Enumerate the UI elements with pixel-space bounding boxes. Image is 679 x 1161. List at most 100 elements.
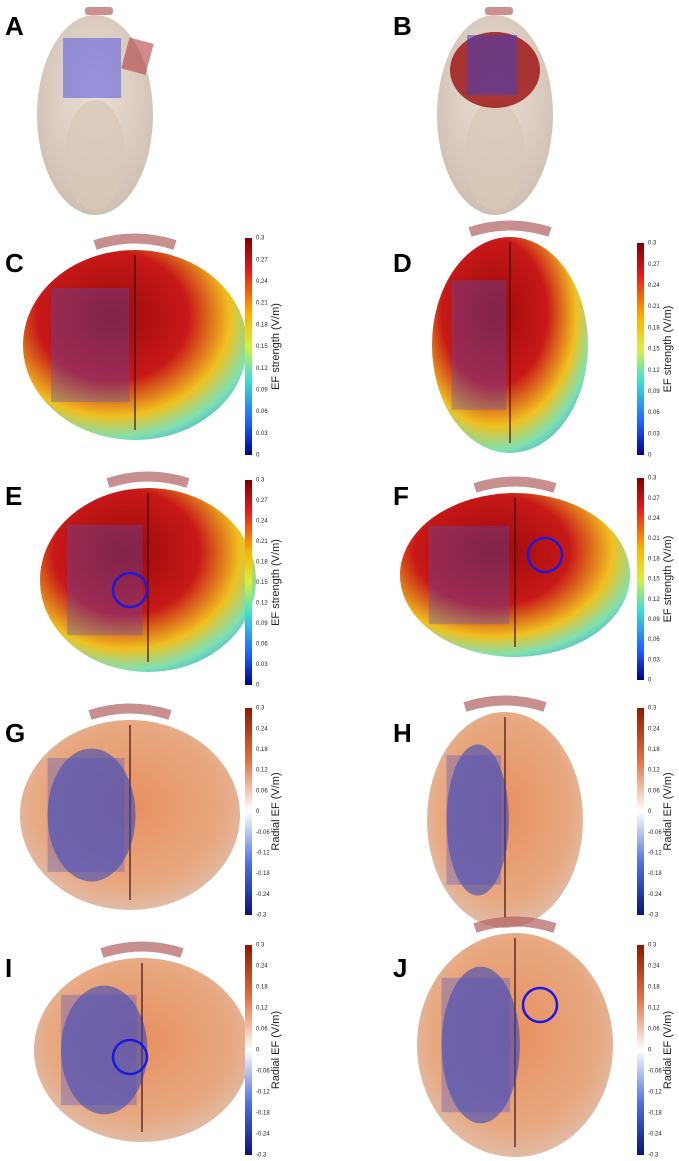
colorbar-tick-label: -0.12	[648, 1090, 662, 1096]
colorbar-tick-label: 0.15	[648, 577, 660, 583]
electrode	[473, 916, 557, 933]
colorbar-tick-label: 0.09	[648, 617, 660, 623]
colorbar-tick-label: -0.12	[256, 1090, 270, 1096]
colorbar-tick-label: 0.24	[256, 279, 268, 285]
colorbar-tick-label: 0.18	[648, 556, 660, 562]
colorbar-tick-label: 0	[256, 453, 260, 459]
colorbar-tick-label: 0.18	[256, 747, 268, 753]
colorbar-tick-label: 0.06	[648, 637, 660, 643]
colorbar-tick-label: 0.27	[648, 262, 660, 268]
colorbar-tick-label: -0.06	[256, 830, 270, 836]
colorbar-tick-label: 0.03	[256, 662, 268, 668]
colorbar-tick-label: 0.18	[256, 560, 268, 566]
target-circle	[111, 1038, 149, 1076]
colorbar	[637, 708, 644, 915]
colorbar-tick-label: 0.24	[648, 283, 660, 289]
panel-label: C	[5, 248, 24, 278]
colorbar-tick-label: -0.18	[648, 1111, 662, 1117]
colorbar-tick-label: 0.24	[256, 726, 268, 732]
colorbar-tick-label: -0.06	[648, 830, 662, 836]
panel-label: F	[393, 481, 409, 511]
target-circle	[521, 986, 559, 1024]
colorbar-tick-label: 0.03	[648, 431, 660, 437]
colorbar-tick-label: 0.12	[256, 768, 268, 774]
electrode	[485, 7, 513, 15]
colorbar-tick-label: -0.18	[256, 1111, 270, 1117]
colorbar-tick-label: -0.24	[648, 892, 662, 898]
electrode	[473, 476, 557, 493]
colorbar-label: Radial EF (V/m)	[662, 1011, 674, 1089]
colorbar-tick-label: 0.06	[648, 410, 660, 416]
electrode	[121, 37, 154, 75]
colorbar-tick-label: 0	[256, 683, 260, 689]
electrode	[106, 471, 190, 488]
colorbar-tick-label: 0.12	[256, 1006, 268, 1012]
colorbar-tick-label: 0.03	[256, 431, 268, 437]
colorbar-tick-label: 0.09	[256, 621, 268, 627]
colorbar-label: EF strength (V/m)	[270, 539, 282, 626]
colorbar-tick-label: 0.12	[648, 1006, 660, 1012]
colorbar-tick-label: 0.21	[256, 539, 268, 545]
target-circle	[526, 536, 564, 574]
negative-region	[60, 985, 148, 1115]
colorbar-tick-label: -0.24	[256, 1132, 270, 1138]
colorbar-tick-label: 0	[256, 1048, 260, 1054]
colorbar-label: EF strength (V/m)	[662, 306, 674, 393]
colorbar-label: EF strength (V/m)	[270, 303, 282, 390]
colorbar-tick-label: 0.3	[256, 943, 265, 949]
electrode	[100, 941, 184, 958]
panel-label: A	[5, 11, 24, 41]
electrode	[63, 38, 121, 98]
panel-label: I	[5, 953, 12, 983]
colorbar-tick-label: 0.3	[648, 943, 657, 949]
colorbar-label: Radial EF (V/m)	[270, 1011, 282, 1089]
colorbar-tick-label: 0.15	[648, 347, 660, 353]
colorbar	[637, 243, 644, 455]
colorbar	[245, 480, 252, 685]
colorbar	[245, 708, 252, 915]
colorbar	[245, 945, 252, 1155]
colorbar-tick-label: 0.18	[648, 325, 660, 331]
colorbar-label: Radial EF (V/m)	[270, 772, 282, 850]
colorbar-label: EF strength (V/m)	[662, 536, 674, 623]
panel-label: J	[393, 953, 407, 983]
colorbar-tick-label: -0.3	[256, 913, 267, 919]
colorbar-tick-label: -0.12	[256, 850, 270, 856]
colorbar-tick-label: 0.21	[256, 301, 268, 307]
electrode	[463, 695, 547, 712]
colorbar-tick-label: -0.06	[256, 1069, 270, 1075]
panel-label: B	[393, 11, 412, 41]
colorbar-tick-label: 0.24	[256, 519, 268, 525]
colorbar-tick-label: 0.06	[648, 788, 660, 794]
colorbar-tick-label: 0.27	[256, 498, 268, 504]
electrode	[451, 280, 507, 410]
colorbar-tick-label: 0.18	[648, 747, 660, 753]
face	[465, 100, 525, 210]
electrode	[467, 35, 517, 95]
target-circle	[111, 571, 149, 609]
colorbar-tick-label: -0.3	[648, 913, 659, 919]
colorbar-tick-label: 0.3	[648, 476, 657, 482]
colorbar-tick-label: 0.24	[256, 964, 268, 970]
colorbar-tick-label: 0	[648, 809, 652, 815]
colorbar-tick-label: 0.18	[256, 322, 268, 328]
colorbar-tick-label: 0.12	[256, 601, 268, 607]
colorbar-tick-label: 0	[256, 809, 260, 815]
colorbar-tick-label: 0.24	[648, 516, 660, 522]
colorbar-tick-label: 0.09	[648, 389, 660, 395]
colorbar-tick-label: 0	[648, 453, 652, 459]
negative-region	[446, 744, 509, 896]
colorbar-tick-label: -0.12	[648, 850, 662, 856]
colorbar-tick-label: 0.12	[648, 597, 660, 603]
electrode	[85, 7, 113, 15]
colorbar-tick-label: 0.15	[256, 580, 268, 586]
colorbar-tick-label: 0.18	[648, 985, 660, 991]
electrode	[61, 994, 137, 1106]
colorbar-tick-label: 0.03	[648, 657, 660, 663]
colorbar-tick-label: 0.3	[256, 706, 265, 712]
colorbar-tick-label: 0.15	[256, 344, 268, 350]
colorbar-tick-label: -0.18	[648, 871, 662, 877]
colorbar-tick-label: 0.3	[256, 478, 265, 484]
colorbar-tick-label: 0.27	[648, 496, 660, 502]
